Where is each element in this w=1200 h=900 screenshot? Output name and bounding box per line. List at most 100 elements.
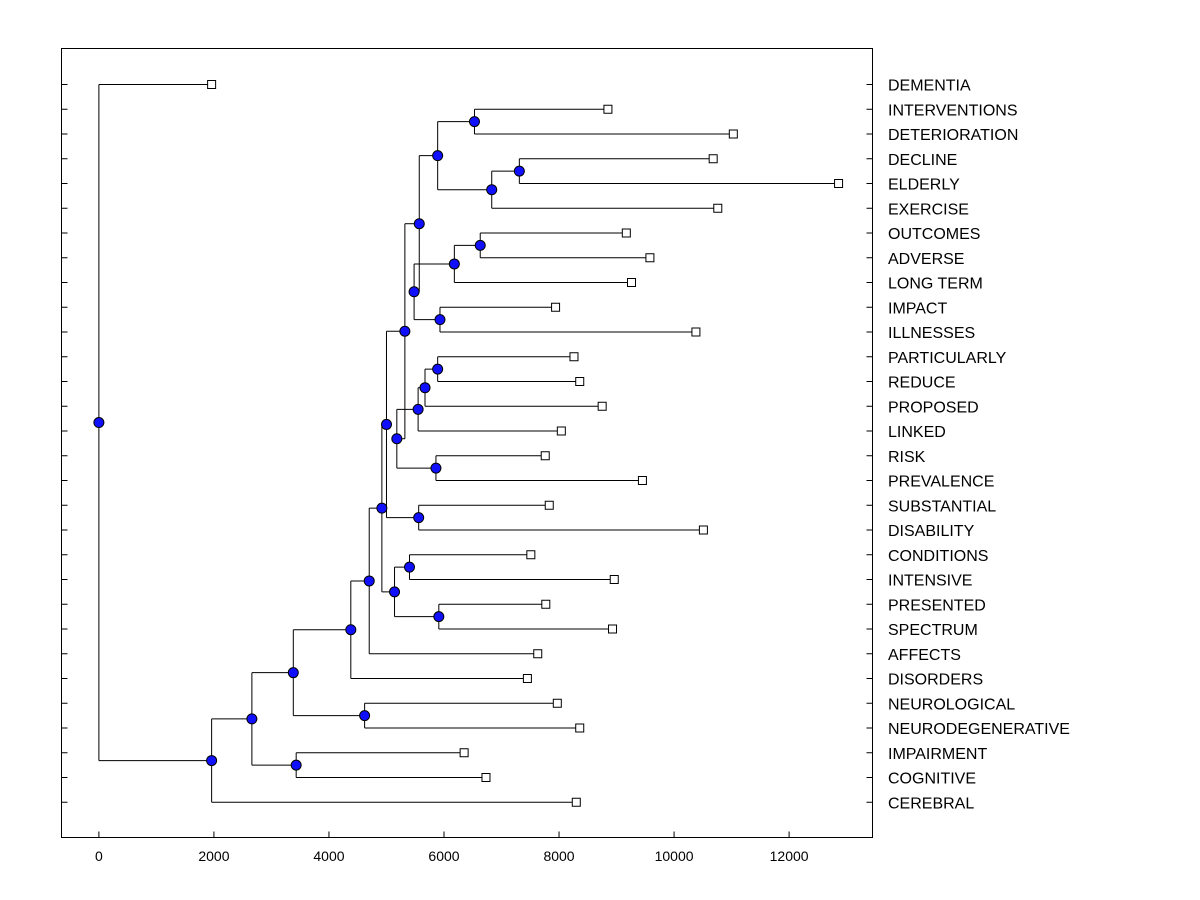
merge-node-n25	[287, 667, 299, 679]
merge-node-n5	[474, 239, 486, 251]
leaf-ticks	[61, 84, 873, 803]
merge-node-n20	[389, 586, 401, 598]
leaf-label-conditions: CONDITIONS	[888, 548, 988, 565]
merge-node-n17	[380, 418, 392, 430]
leaf-marker-intensive	[609, 575, 619, 584]
leaf-label-elderly: ELDERLY	[888, 177, 960, 194]
merge-node-n27	[246, 713, 258, 725]
leaf-label-neurological: NEUROLOGICAL	[888, 696, 1015, 713]
leaf-label-linked: LINKED	[888, 424, 946, 441]
leaf-marker-reduce	[575, 377, 585, 386]
merge-node-n4	[432, 150, 444, 162]
leaf-marker-disorders	[522, 674, 532, 683]
leaf-marker-presented	[541, 599, 551, 609]
leaf-marker-cerebral	[571, 797, 581, 807]
merge-node-n8	[408, 286, 420, 298]
merge-node-n12	[412, 403, 424, 415]
merge-node-n26	[290, 759, 302, 771]
leaf-label-impact: IMPACT	[888, 300, 947, 317]
merge-node-n24	[359, 710, 371, 722]
leaf-label-proposed: PROPOSED	[888, 399, 979, 416]
leaf-label-prevalence: PREVALENCE	[888, 474, 994, 491]
leaf-label-adverse: ADVERSE	[888, 251, 964, 268]
merge-node-n6	[448, 258, 460, 270]
x-tick-label-4000: 4000	[313, 848, 344, 864]
leaf-label-affects: AFFECTS	[888, 647, 961, 664]
x-tick-label-6000: 6000	[428, 848, 459, 864]
leaf-marker-disability	[698, 525, 708, 535]
x-tick-label-10000: 10000	[655, 848, 694, 864]
leaf-marker-substantial	[544, 500, 554, 510]
x-axis: 0 2000 4000 6000 8000 10000 12000	[95, 831, 809, 864]
leaf-label-outcomes: OUTCOMES	[888, 226, 980, 243]
leaf-marker-deterioration	[728, 129, 738, 139]
leaf-marker-prevalence	[637, 476, 647, 485]
leaf-label-disorders: DISORDERS	[888, 672, 983, 689]
merge-node-n9	[413, 218, 425, 230]
merge-node-n2	[513, 165, 525, 177]
merge-node-n18	[403, 561, 415, 573]
leaf-marker-dementia	[207, 80, 217, 89]
merge-node-n16	[413, 512, 425, 524]
leaf-marker-risk	[540, 451, 550, 461]
merge-node-n22	[363, 575, 375, 587]
merge-node-n14	[391, 433, 403, 445]
merge-node-n21	[376, 502, 388, 514]
leaf-marker-decline	[708, 154, 718, 164]
leaf-label-neurodegenerative: NEURODEGENERATIVE	[888, 721, 1070, 738]
merge-node-n1	[468, 116, 480, 128]
leaf-marker-outcomes	[621, 228, 631, 238]
leaf-label-cognitive: COGNITIVE	[888, 771, 976, 788]
leaf-markers	[207, 80, 844, 807]
merge-node-n3	[486, 184, 498, 196]
leaf-label-particularly: PARTICULARLY	[888, 350, 1007, 367]
leaf-label-disability: DISABILITY	[888, 523, 975, 540]
merge-node-n13	[430, 462, 442, 474]
x-tick-label-12000: 12000	[770, 848, 809, 864]
merge-node-n19	[433, 611, 445, 623]
leaf-label-deterioration: DETERIORATION	[888, 127, 1018, 144]
leaf-marker-spectrum	[608, 624, 618, 634]
leaf-marker-cognitive	[481, 773, 491, 782]
leaf-label-illnesses: ILLNESSES	[888, 325, 975, 342]
leaf-label-reduce: REDUCE	[888, 375, 956, 392]
x-tick-label-2000: 2000	[198, 848, 229, 864]
leaf-marker-proposed	[597, 401, 607, 411]
x-tick-label-0: 0	[95, 848, 103, 864]
merge-node-n23	[345, 624, 357, 636]
leaf-label-intensive: INTENSIVE	[888, 573, 972, 590]
leaf-label-interventions: INTERVENTIONS	[888, 102, 1018, 119]
branch-lines	[98, 84, 839, 803]
leaf-marker-impact	[551, 302, 561, 312]
merge-node-markers	[93, 116, 525, 771]
leaf-marker-neurological	[552, 698, 562, 708]
leaf-marker-exercise	[713, 203, 723, 213]
leaf-label-cerebral: CEREBRAL	[888, 795, 974, 812]
leaf-label-spectrum: SPECTRUM	[888, 622, 978, 639]
merge-node-n28	[206, 755, 218, 767]
leaf-label-decline: DECLINE	[888, 152, 957, 169]
leaf-marker-neurodegenerative	[575, 723, 585, 733]
leaf-marker-conditions	[526, 550, 536, 560]
x-tick-label-8000: 8000	[543, 848, 574, 864]
leaf-label-substantial: SUBSTANTIAL	[888, 498, 996, 515]
merge-node-n15	[399, 325, 411, 337]
merge-node-root	[93, 417, 105, 429]
leaf-label-dementia: DEMENTIA	[888, 78, 971, 95]
merge-node-n10	[432, 363, 444, 375]
leaf-label-impairment: IMPAIRMENT	[888, 746, 987, 763]
leaf-marker-impairment	[459, 748, 469, 758]
leaf-labels: DEMENTIA INTERVENTIONS DETERIORATION DECLIN…	[888, 78, 1070, 813]
leaf-marker-long-term	[627, 278, 637, 287]
leaf-marker-affects	[533, 649, 543, 659]
leaf-label-long-term: LONG TERM	[888, 276, 983, 293]
leaf-marker-illnesses	[691, 327, 701, 337]
merge-node-n7	[434, 314, 446, 326]
plot-frame	[61, 48, 873, 838]
leaf-marker-particularly	[569, 352, 579, 362]
leaf-label-exercise: EXERCISE	[888, 201, 969, 218]
leaf-marker-interventions	[603, 104, 613, 114]
leaf-marker-linked	[556, 426, 566, 436]
merge-node-n11	[419, 382, 431, 394]
